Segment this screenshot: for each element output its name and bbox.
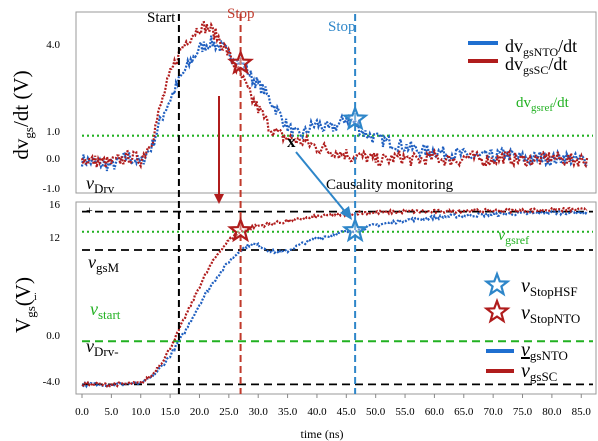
y-tick-label: -4.0	[43, 376, 61, 388]
stars-layer	[227, 49, 369, 243]
series-dvdt-sc	[80, 20, 589, 171]
x-tick-label: 80.0	[542, 406, 562, 418]
legend-star-shape-nto	[483, 297, 511, 324]
vgs-stop-hsf-star	[341, 216, 369, 243]
legend-text-stopnto: vStopNTO	[521, 302, 580, 326]
vgs-stop-nto-star	[227, 216, 254, 243]
x-tick-label: 65.0	[454, 406, 474, 418]
vgs-ylabel-extra: i	[34, 292, 37, 303]
x-tick-label: 50.0	[366, 406, 386, 418]
series-vgs-nto	[81, 208, 589, 389]
drop-arrowhead	[214, 194, 224, 204]
marker-lines	[177, 14, 357, 394]
lower-legend: vStopHSF vStopNTO vgsNTO vgsSC	[483, 270, 580, 384]
series-dvdt-nto	[80, 35, 588, 172]
x-tick-label: 20.0	[190, 406, 210, 418]
legend-text-dvdt-nto: dvgsNTO/dt	[505, 36, 577, 59]
vdrv-plus-label: vDrv	[86, 173, 115, 196]
y-tick-label: 12	[49, 232, 60, 244]
x-tick-label: 15.0	[160, 406, 180, 418]
legend-text-vgs-sc: vgsSC	[521, 360, 557, 384]
vstart-label: vstart	[90, 299, 121, 322]
x-tick-label: 85.0	[572, 406, 592, 418]
start-label: Start	[147, 10, 176, 26]
y-tick-label: 16	[49, 199, 61, 211]
upper-legend: dvgsNTO/dt dvgsSC/dt	[468, 36, 577, 77]
x-tick-label: 55.0	[395, 406, 415, 418]
legend-star-shape-hsf	[483, 270, 511, 297]
dvdt-panel-frame	[75, 11, 597, 194]
causality-label: Causality monitoring	[326, 177, 454, 193]
y-tick-label: 0.0	[46, 153, 60, 165]
dvdt-ylabel: dvgs/dt (V)	[9, 70, 36, 159]
series-vgs-sc	[81, 206, 588, 389]
legend-text-stophsf: vStopHSF	[521, 275, 578, 299]
causality-arrowhead	[340, 206, 352, 220]
y-tick-label: 4.0	[46, 39, 60, 51]
x-tick-label: 30.0	[249, 406, 269, 418]
y-tick-label: -1.0	[43, 183, 61, 195]
causality-arrow-line	[295, 151, 348, 215]
y-tick-label: 1.0	[46, 126, 60, 138]
legend-text-vgs-nto: vgsNTO	[521, 339, 568, 363]
x-mark: x	[287, 132, 296, 151]
vgsref-label: vgsref	[498, 227, 529, 247]
vdrv-plus-sign: +	[86, 203, 93, 217]
y-tick-label: 0.0	[46, 330, 60, 342]
vgsM-label: vgsM	[88, 252, 120, 275]
legend-star-stopnto	[483, 297, 511, 324]
x-tick-label: 60.0	[425, 406, 445, 418]
dvdt-hsf-star	[341, 104, 369, 131]
x-tick-label: 5.0	[104, 406, 118, 418]
stop-blue-label: Stop	[328, 19, 356, 35]
grid-layer	[81, 394, 582, 398]
tick-labels: 0.0 5.0 10.0 15.0 20.0 25.0 30.0 35.0 40.0 45.0 50…	[43, 39, 592, 418]
x-tick-label: 10.0	[131, 406, 151, 418]
legend-star-stophsf	[483, 270, 511, 297]
reference-lines	[82, 134, 593, 386]
x-tick-label: 75.0	[513, 406, 533, 418]
x-axis-label: time (ns)	[301, 427, 344, 441]
x-tick-label: 45.0	[337, 406, 357, 418]
x-tick-label: 35.0	[278, 406, 298, 418]
stop-red-label: Stop	[227, 6, 255, 22]
x-tick-label: 70.0	[484, 406, 504, 418]
x-tick-label: 0.0	[75, 406, 89, 418]
vgs-ylabel: Vgs(V)	[11, 277, 38, 333]
series-layer	[80, 20, 589, 389]
dvref-label: dvgsref/dt	[516, 95, 570, 114]
dvdt-stop-star	[227, 49, 254, 75]
x-tick-label: 25.0	[219, 406, 239, 418]
legend-text-dvdt-sc: dvgsSC/dt	[505, 54, 567, 77]
vdrv-minus-label: vDrv-	[86, 336, 119, 359]
x-tick-label: 40.0	[307, 406, 327, 418]
